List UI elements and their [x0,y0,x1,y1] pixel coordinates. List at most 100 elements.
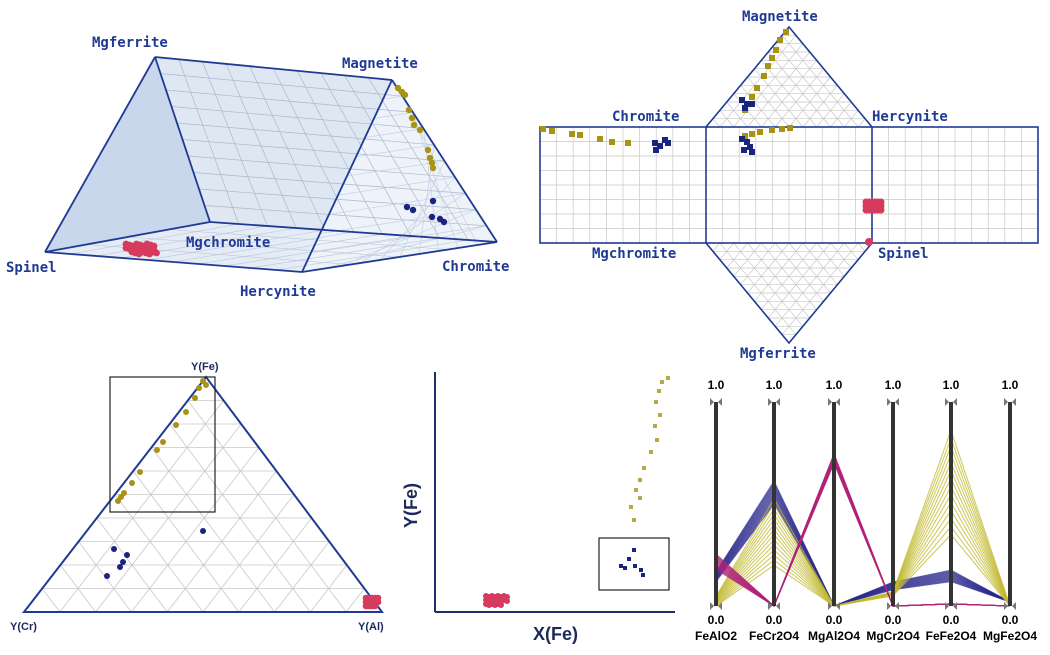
net-outline [705,242,873,345]
pc-axis-handle [887,398,891,406]
scatter-point-olive [657,389,661,393]
prism-grid-line [319,209,477,234]
scatter-point-navy [623,566,627,570]
prism-point-olive [416,126,424,134]
pc-axis-max: 1.0 [766,378,783,392]
prism-point-olive [424,146,432,154]
scatter-point-olive [638,478,642,482]
net-point-navy [652,140,658,146]
ternary-grid-line [95,423,242,613]
net-point-olive [597,136,603,142]
pc-axis-handle [776,602,780,610]
unfolded-net-panel: Magnetite Chromite Hercynite Mgchromite … [539,9,1039,362]
pc-axis-handle [953,602,957,610]
ternary-label-top: Y(Fe) [191,361,219,373]
pc-axis-handle [945,602,949,610]
net-grid-line [754,242,804,302]
ternary-point-olive [137,469,143,475]
prism-end-face [45,57,210,252]
prism-grid-line [193,172,466,194]
prism-grid-line [364,128,424,138]
prism-grid-line [204,205,487,227]
scatter-point-navy [632,548,636,552]
scatter-point-olive [653,424,657,428]
pc-axis-label: MgAl2O4 [808,629,860,643]
net-grid-line [767,242,831,319]
ternary-grid-line [151,447,275,613]
scatter-point-olive [655,438,659,442]
net-point-navy [744,139,750,145]
net-grid-line [761,60,817,128]
net-point-olive [749,131,755,137]
net-grid-line [726,101,748,128]
scatter-point-olive [649,450,653,454]
pc-line [715,428,1011,607]
ternary-point-red [371,602,379,610]
scatter-point-navy [619,564,623,568]
ternary-grid-line [169,423,311,613]
net-grid-line [857,242,866,252]
ternary-point-olive [196,385,202,391]
net-grid-line [733,43,804,128]
ternary-point-navy [200,528,206,534]
net-point-navy [744,101,750,107]
net-point-olive [765,63,771,69]
net-grid-line [774,242,824,302]
prism-point-olive [401,91,409,99]
ternary-point-olive [129,480,135,486]
prism-grid-line [355,144,435,158]
prism-grid-line [168,229,449,250]
prism-point-navy [440,218,448,226]
prism-grid-line [399,160,445,258]
prism-grid-line [182,139,445,162]
net-label-hercynite: Hercynite [872,109,948,125]
net-grid-line [857,118,866,128]
pc-axis-min: 0.0 [826,613,843,627]
net-grid-line [740,242,776,285]
net-grid-line [774,43,845,128]
scatter-point-olive [629,505,633,509]
pc-axis-handle [836,602,840,610]
net-point-olive [540,126,546,132]
net-grid-line [761,242,817,310]
ternary-point-navy [104,573,110,579]
pc-axis-handle [895,602,899,610]
prism-point-olive [429,164,437,172]
pc-axis-label: FeCr2O4 [749,629,799,643]
scatter-point-olive [666,376,670,380]
pc-axis-min: 0.0 [766,613,783,627]
ternary-point-olive [154,447,160,453]
pc-axis-min: 0.0 [943,613,960,627]
net-point-olive [549,128,555,134]
net-label-magnetite: Magnetite [742,9,818,25]
net-point-navy [739,97,745,103]
net-point-navy [749,149,755,155]
prism-grid-line [346,160,445,177]
prism-edge [44,56,156,253]
scatter-selection-box[interactable] [598,537,670,591]
pc-axis-handle [718,398,722,406]
ternary-point-navy [120,559,126,565]
pc-axis-handle [828,398,832,406]
ternary-grid-line [274,541,330,613]
ternary-label-right: Y(Al) [358,621,384,633]
ternary-panel: Y(Fe) Y(Cr) Y(Al) [10,361,384,633]
ternary-grid-line [345,588,365,613]
net-grid-line [747,51,811,128]
net-point-olive [761,73,767,79]
prism-point-olive [428,159,436,167]
ternary-label-left: Y(Cr) [10,621,37,633]
parallel-coordinates-panel: 1.0 0.0 FeAlO2 1.0 0.0 FeCr2O4 1.0 0.0 MgAl2O4 1.… [695,378,1037,643]
pc-axis-handle [710,398,714,406]
prism-grid-line [402,96,478,246]
prism-label-mgferrite: Mgferrite [92,35,168,51]
ternary-selection-box[interactable] [109,376,216,513]
net-grid-line [802,242,838,285]
scatter-point-olive [658,413,662,417]
scatter-point-olive [642,466,646,470]
scatter-point-navy [641,573,645,577]
net-point-navy [665,140,671,146]
net-point-navy [741,147,747,153]
pc-axis-label: MgCr2O4 [866,629,920,643]
prism-grid-line [373,112,414,119]
